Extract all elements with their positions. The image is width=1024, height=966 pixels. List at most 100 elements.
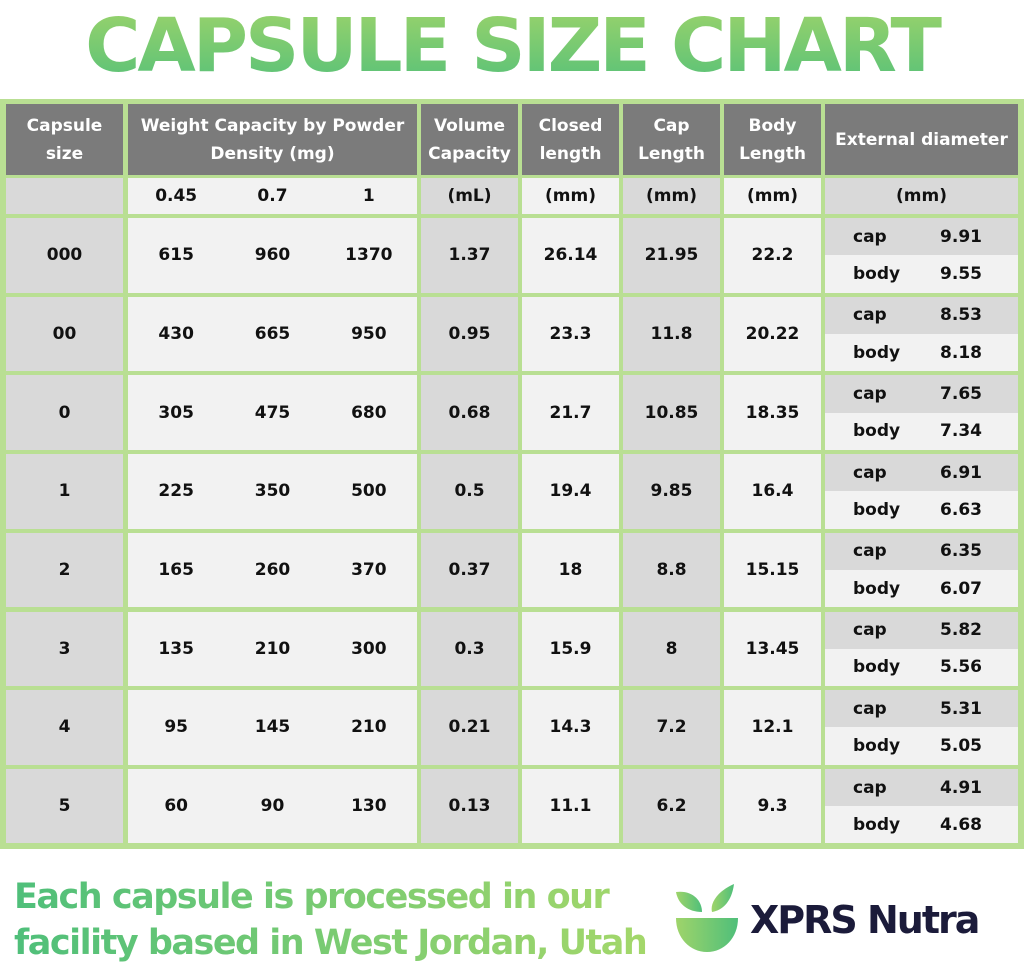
weight-value: 145 [254,717,291,738]
volume-cell: 0.5 [421,454,518,529]
weight-capacity-cell: 95 145 210 [128,690,417,765]
cap-length-cell: 8 [623,611,720,686]
diameter-value: 5.56 [940,657,982,678]
diameter-cap-cell: cap 4.91 [825,768,1018,807]
weight-value: 680 [351,402,387,423]
closed-length-cell: 11.1 [522,768,619,844]
diameter-label: cap [853,620,887,641]
diameter-body-cell: body 7.34 [825,412,1018,450]
capsule-size-cell: 3 [6,611,123,686]
diameter-body-cell: body 6.07 [825,570,1018,608]
diameter-value: 9.55 [940,263,982,284]
units-densities: 0.45 0.7 1 [128,178,417,214]
diameter-label: body [853,736,901,757]
body-length-cell: 16.4 [724,454,821,529]
volume-cell: 0.68 [421,375,518,450]
diameter-label: body [853,421,901,442]
diameter-value: 6.63 [940,499,982,520]
weight-value: 95 [164,717,188,738]
cap-length-cell: 8.8 [623,532,720,608]
volume-cell: 0.21 [421,690,518,765]
cap-length-cell: 9.85 [623,454,720,529]
weight-value: 135 [158,638,194,659]
units-body: (mm) [724,178,821,214]
diameter-value: 5.82 [940,620,982,641]
diameter-cap-cell: cap 5.31 [825,690,1018,728]
page-title: CAPSULE SIZE CHART [0,0,1024,96]
diameter-value: 7.34 [940,421,982,442]
weight-value: 960 [254,245,291,266]
closed-length-cell: 19.4 [522,454,619,529]
diameter-cap-cell: cap 6.35 [825,532,1018,571]
diameter-value: 6.07 [940,578,982,599]
weight-value: 60 [164,796,188,817]
density-label: 1 [362,186,375,206]
body-length-cell: 12.1 [724,690,821,765]
logo-text: XPRS Nutra [750,898,980,942]
cap-length-cell: 11.8 [623,296,720,372]
cap-length-cell: 21.95 [623,218,720,293]
weight-value: 130 [351,796,387,817]
diameter-cap-cell: cap 8.53 [825,296,1018,334]
diameter-cap-cell: cap 6.91 [825,454,1018,492]
footer-tagline: Each capsule is processed in our facilit… [14,874,664,966]
header-capsule-size: Capsule size [6,104,123,175]
weight-value: 950 [351,323,387,344]
diameter-value: 8.53 [940,305,982,326]
header-cap: Cap Length [623,104,720,175]
header-body: Body Length [724,104,821,175]
diameter-label: cap [853,777,887,798]
capsule-size-cell: 000 [6,218,123,293]
footer-line-2: facility based in West Jordan, Utah [14,923,647,963]
footer-line-1: Each capsule is processed in our [14,877,609,917]
weight-value: 305 [158,402,194,423]
capsule-size-cell: 00 [6,296,123,372]
diameter-label: cap [853,541,887,562]
diameter-label: cap [853,462,887,483]
diameter-body-cell: body 6.63 [825,491,1018,529]
density-label: 0.45 [155,186,198,206]
volume-cell: 0.13 [421,768,518,844]
diameter-label: cap [853,305,887,326]
weight-value: 260 [254,560,291,581]
diameter-value: 9.91 [940,226,982,247]
volume-cell: 1.37 [421,218,518,293]
body-length-cell: 13.45 [724,611,821,686]
diameter-value: 6.91 [940,462,982,483]
diameter-value: 7.65 [940,384,982,405]
weight-value: 615 [158,245,194,266]
body-length-cell: 18.35 [724,375,821,450]
weight-capacity-cell: 135 210 300 [128,611,417,686]
units-volume: (mL) [421,178,518,214]
weight-capacity-cell: 225 350 500 [128,454,417,529]
diameter-label: cap [853,384,887,405]
weight-value: 665 [254,323,291,344]
header-volume: Volume Capacity [421,104,518,175]
weight-value: 90 [260,796,285,817]
units-closed: (mm) [522,178,619,214]
weight-capacity-cell: 430 665 950 [128,296,417,372]
diameter-cap-cell: cap 5.82 [825,611,1018,649]
capsule-size-cell: 2 [6,532,123,608]
capsule-size-cell: 0 [6,375,123,450]
diameter-value: 8.18 [940,342,982,363]
diameter-label: body [853,657,901,678]
closed-length-cell: 23.3 [522,296,619,372]
weight-value: 475 [254,402,291,423]
units-cap: (mm) [623,178,720,214]
weight-value: 225 [158,481,194,502]
capsule-size-table: Capsule size Weight Capacity by Powder De… [0,99,1024,849]
diameter-label: cap [853,698,887,719]
diameter-label: body [853,814,901,835]
weight-value: 210 [351,717,387,738]
weight-capacity-cell: 60 90 130 [128,768,417,844]
weight-capacity-cell: 165 260 370 [128,532,417,608]
volume-cell: 0.3 [421,611,518,686]
closed-length-cell: 18 [522,532,619,608]
body-length-cell: 15.15 [724,532,821,608]
weight-capacity-cell: 305 475 680 [128,375,417,450]
diameter-body-cell: body 5.05 [825,727,1018,765]
diameter-body-cell: body 4.68 [825,806,1018,844]
diameter-value: 5.31 [940,698,982,719]
units-external: (mm) [825,178,1018,214]
